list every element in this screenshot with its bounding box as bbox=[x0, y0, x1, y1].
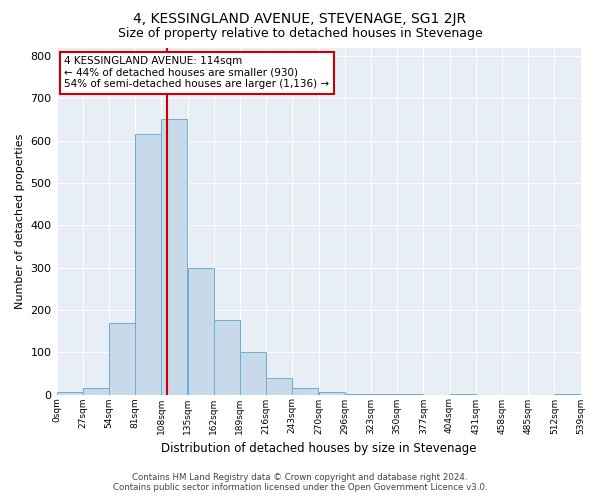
Text: 4 KESSINGLAND AVENUE: 114sqm
← 44% of detached houses are smaller (930)
54% of s: 4 KESSINGLAND AVENUE: 114sqm ← 44% of de… bbox=[64, 56, 329, 90]
Bar bbox=[161, 120, 187, 394]
Bar bbox=[240, 352, 266, 395]
Text: Size of property relative to detached houses in Stevenage: Size of property relative to detached ho… bbox=[118, 28, 482, 40]
Text: 4, KESSINGLAND AVENUE, STEVENAGE, SG1 2JR: 4, KESSINGLAND AVENUE, STEVENAGE, SG1 2J… bbox=[133, 12, 467, 26]
X-axis label: Distribution of detached houses by size in Stevenage: Distribution of detached houses by size … bbox=[161, 442, 476, 455]
Y-axis label: Number of detached properties: Number of detached properties bbox=[15, 134, 25, 308]
Bar bbox=[56, 392, 83, 394]
Bar bbox=[109, 322, 135, 394]
Bar bbox=[292, 388, 319, 394]
Bar bbox=[266, 378, 292, 394]
Bar bbox=[214, 320, 240, 394]
Text: Contains HM Land Registry data © Crown copyright and database right 2024.
Contai: Contains HM Land Registry data © Crown c… bbox=[113, 473, 487, 492]
Bar bbox=[83, 388, 109, 394]
Bar bbox=[319, 392, 344, 394]
Bar bbox=[188, 268, 214, 394]
Bar bbox=[135, 134, 161, 394]
